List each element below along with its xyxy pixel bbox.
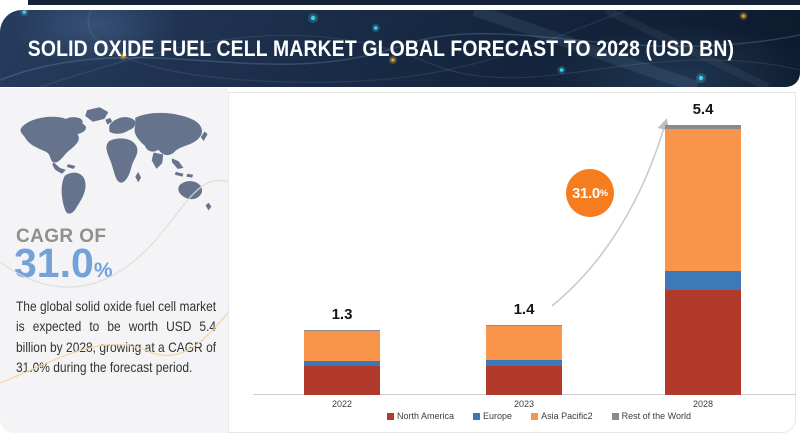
- banner-top-strip: [28, 0, 800, 5]
- bar-segment-2022-europe[interactable]: [304, 361, 380, 366]
- bar-segment-2028-asia-pacific2[interactable]: [665, 128, 741, 271]
- cagr-badge: 31.0%: [566, 169, 614, 217]
- bar-segment-2028-rest-of-the-world[interactable]: [665, 125, 741, 129]
- legend-swatch-asia-pacific2: [531, 412, 539, 420]
- chart-card: 1.3 1.4 5.4 2022 2023 2028 North America Euro…: [228, 92, 796, 433]
- badge-value: 31.0: [571, 184, 600, 202]
- header-banner: SOLID OXIDE FUEL CELL MARKET GLOBAL FORE…: [0, 10, 800, 87]
- x-axis-label-2023: 2023: [513, 399, 535, 409]
- legend-swatch-europe: [473, 412, 481, 420]
- legend-label-rest-of-the-world: Rest of the World: [621, 411, 691, 421]
- x-axis-label-2028: 2028: [692, 399, 714, 409]
- bar-segment-2028-europe[interactable]: [665, 271, 741, 290]
- chart-legend: North America Europe Asia Pacific2 Rest of …: [387, 411, 691, 421]
- cagr-value: 31.0%: [14, 243, 113, 284]
- legend-swatch-rest-of-the-world: [611, 412, 619, 420]
- legend-item-north-america[interactable]: North America: [387, 411, 454, 421]
- badge-percent-sign: %: [599, 188, 608, 198]
- legend-label-asia-pacific2: Asia Pacific2: [541, 411, 593, 421]
- legend-item-asia-pacific2[interactable]: Asia Pacific2: [531, 411, 593, 421]
- bar-segment-2028-north-america[interactable]: [665, 290, 741, 395]
- bar-total-label-2023: 1.4: [513, 301, 535, 318]
- world-map-icon: [20, 107, 212, 214]
- legend-item-europe[interactable]: Europe: [473, 411, 512, 421]
- legend-label-europe: Europe: [483, 411, 513, 421]
- cagr-number: 31.0: [14, 240, 94, 286]
- bar-segment-2023-rest-of-the-world[interactable]: [486, 325, 562, 326]
- cagr-percent-sign: %: [93, 259, 113, 282]
- market-description: The global solid oxide fuel cell market …: [16, 298, 217, 375]
- bar-segment-2023-north-america[interactable]: [486, 366, 562, 395]
- bar-total-label-2028: 5.4: [692, 101, 714, 118]
- bar-segment-2022-rest-of-the-world[interactable]: [304, 330, 380, 331]
- bar-segment-2023-asia-pacific2[interactable]: [486, 326, 562, 360]
- bar-segment-2022-north-america[interactable]: [304, 366, 380, 395]
- bar-total-label-2022: 1.3: [331, 306, 353, 323]
- glow-dots: [20, 10, 748, 83]
- sidebar: CAGR OF 31.0% The global solid oxide fue…: [0, 88, 228, 433]
- legend-item-rest-of-the-world[interactable]: Rest of the World: [611, 411, 691, 421]
- x-axis-label-2022: 2022: [331, 399, 353, 409]
- bar-segment-2023-europe[interactable]: [486, 360, 562, 366]
- legend-label-north-america: North America: [397, 411, 455, 421]
- banner-title-wrap: SOLID OXIDE FUEL CELL MARKET GLOBAL FORE…: [0, 10, 800, 87]
- page-title: SOLID OXIDE FUEL CELL MARKET GLOBAL FORE…: [27, 35, 734, 61]
- legend-swatch-north-america: [387, 412, 394, 420]
- bar-segment-2022-asia-pacific2[interactable]: [304, 331, 380, 361]
- banner-network-art: [0, 10, 800, 87]
